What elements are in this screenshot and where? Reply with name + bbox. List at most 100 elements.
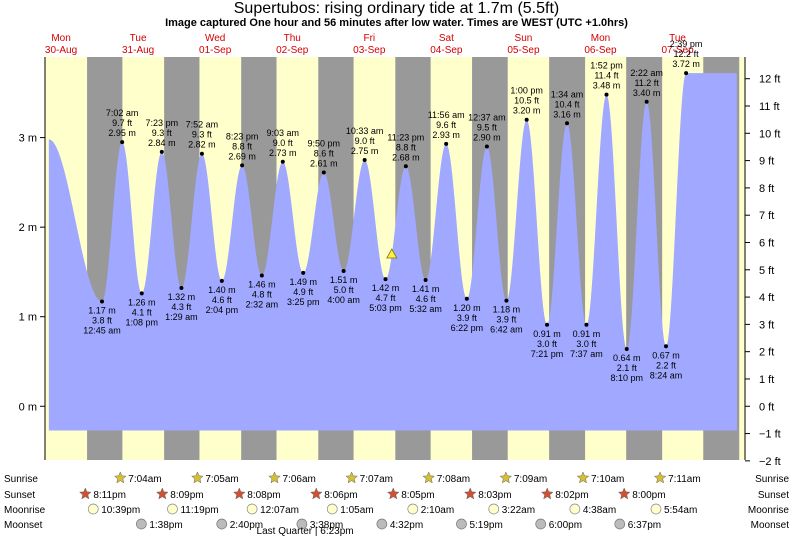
moonrise-time: 12:07am: [260, 505, 299, 516]
sunset-time: 8:02pm: [555, 490, 588, 501]
right-axis-tick-label: 3 ft: [759, 319, 774, 331]
day-name-label: Fri: [363, 33, 375, 44]
day-date-label: 30-Aug: [45, 45, 77, 56]
moonrise-circle-icon: [407, 503, 419, 515]
low-tide-label: 1.26 m: [128, 297, 156, 307]
low-tide-label: 1:29 am: [165, 312, 198, 322]
low-tide-point: [423, 277, 428, 282]
sunset-star-icon: [617, 487, 631, 500]
moonrise-time: 3:22am: [502, 505, 535, 516]
low-tide-label: 7:21 pm: [531, 349, 564, 359]
right-axis-tick-label: 5 ft: [759, 265, 774, 277]
high-tide-label: 2.84 m: [148, 138, 176, 148]
low-tide-label: 0.64 m: [613, 353, 641, 363]
moonset-circle-icon: [614, 518, 626, 530]
low-tide-label: 2.2 ft: [656, 360, 677, 370]
low-tide-point: [624, 346, 629, 351]
high-tide-label: 8.6 ft: [314, 149, 335, 159]
sunset-time: 8:06pm: [324, 490, 357, 501]
low-tide-point: [179, 286, 184, 291]
high-tide-label: 2.82 m: [188, 140, 216, 150]
high-tide-point: [444, 141, 449, 146]
high-tide-label: 1:00 pm: [510, 86, 543, 96]
high-tide-label: 3.48 m: [593, 81, 621, 91]
low-tide-label: 12:45 am: [83, 325, 121, 335]
high-tide-label: 1:52 pm: [590, 61, 623, 71]
low-tide-label: 1.46 m: [248, 280, 276, 290]
axes: 3 m 2 m 1 m 0 m 12 ft 11 ft 10 ft 9 ft 8 ft 7 ft 6…: [19, 57, 781, 468]
left-axis-tick-label: 1 m: [19, 312, 37, 324]
day-labels: Mon30-AugTue31-AugWed01-SepThu02-SepFri0…: [45, 33, 694, 56]
sunrise-row-label-left: Sunrise: [4, 474, 38, 485]
day-name-label: Thu: [284, 33, 301, 44]
chart-subtitle: Image captured One hour and 56 minutes a…: [165, 17, 628, 29]
high-tide-label: 12:37 am: [468, 113, 506, 123]
low-tide-point: [504, 298, 509, 303]
right-axis-tick-label: 9 ft: [759, 156, 774, 168]
low-tide-label: 3.0 ft: [576, 339, 597, 349]
moonset-circle-icon: [296, 518, 308, 530]
moonset-time: 5:19pm: [469, 520, 502, 531]
moonset-circle-icon: [456, 518, 467, 530]
high-tide-label: 11.2 ft: [634, 78, 659, 88]
low-tide-label: 1.32 m: [168, 292, 196, 302]
high-tide-label: 8.8 ft: [396, 142, 417, 152]
sunrise-star-icon: [653, 471, 667, 484]
moonset-circle-icon: [535, 518, 547, 530]
low-tide-label: 4.1 ft: [132, 307, 153, 317]
moonrise-circle-icon: [87, 503, 99, 515]
sunrise-star-icon: [191, 471, 204, 484]
sunset-time: 8:09pm: [170, 490, 203, 501]
sunset-time: 8:03pm: [478, 490, 511, 501]
high-tide-label: 2.68 m: [392, 152, 420, 162]
low-tide-label: 1.40 m: [208, 285, 236, 295]
high-tide-label: 3.20 m: [513, 106, 541, 116]
moonrise-circle-icon: [569, 503, 581, 515]
low-tide-point: [139, 291, 144, 296]
low-tide-label: 6:42 am: [490, 325, 523, 335]
low-tide-point: [664, 344, 669, 349]
moonrise-circle-icon: [650, 503, 662, 515]
moonrise-circle-icon: [326, 503, 338, 515]
moonset-time: 2:40pm: [230, 520, 263, 531]
high-tide-label: 9:03 am: [267, 128, 300, 138]
high-tide-label: 9.7 ft: [112, 118, 133, 128]
day-name-label: Tue: [130, 33, 147, 44]
right-axis-tick-label: 6 ft: [759, 237, 774, 249]
sunrise-star-icon: [576, 471, 590, 484]
low-tide-point: [545, 322, 550, 327]
moonrise-circle-icon: [167, 503, 178, 515]
moonrise-row-label-left: Moonrise: [4, 505, 46, 516]
high-tide-point: [644, 99, 649, 104]
high-tide-point: [321, 170, 326, 175]
low-tide-label: 4.3 ft: [171, 302, 192, 312]
moonrise-time: 2:10am: [421, 505, 454, 516]
low-tide-label: 4.9 ft: [293, 287, 314, 297]
high-tide-point: [604, 92, 609, 97]
right-axis-tick-label: 1 ft: [759, 374, 774, 386]
high-tide-point: [362, 157, 367, 162]
sunset-star-icon: [463, 487, 477, 500]
low-tide-label: 0.91 m: [573, 329, 601, 339]
low-tide-point: [341, 269, 346, 274]
right-axis-tick-label: 8 ft: [759, 183, 774, 195]
sunset-time: 8:00pm: [632, 490, 665, 501]
sunset-star-icon: [78, 487, 92, 500]
day-name-label: Tue: [669, 33, 686, 44]
sunset-star-icon: [232, 487, 246, 500]
moonrise-circle-icon: [246, 503, 258, 515]
low-tide-label: 1.51 m: [330, 275, 358, 285]
sunrise-time: 7:07am: [360, 474, 393, 485]
high-tide-label: 9.6 ft: [436, 120, 457, 130]
high-tide-point: [280, 159, 285, 164]
high-tide-label: 2.73 m: [269, 148, 297, 158]
high-tide-label: 1:34 am: [551, 89, 584, 99]
right-axis-tick-label: 2 ft: [759, 347, 774, 359]
low-tide-point: [383, 277, 388, 282]
sunrise-time: 7:09am: [514, 474, 547, 485]
sunset-star-icon: [386, 487, 400, 500]
day-name-label: Mon: [591, 33, 610, 44]
low-tide-label: 7:37 am: [570, 349, 603, 359]
